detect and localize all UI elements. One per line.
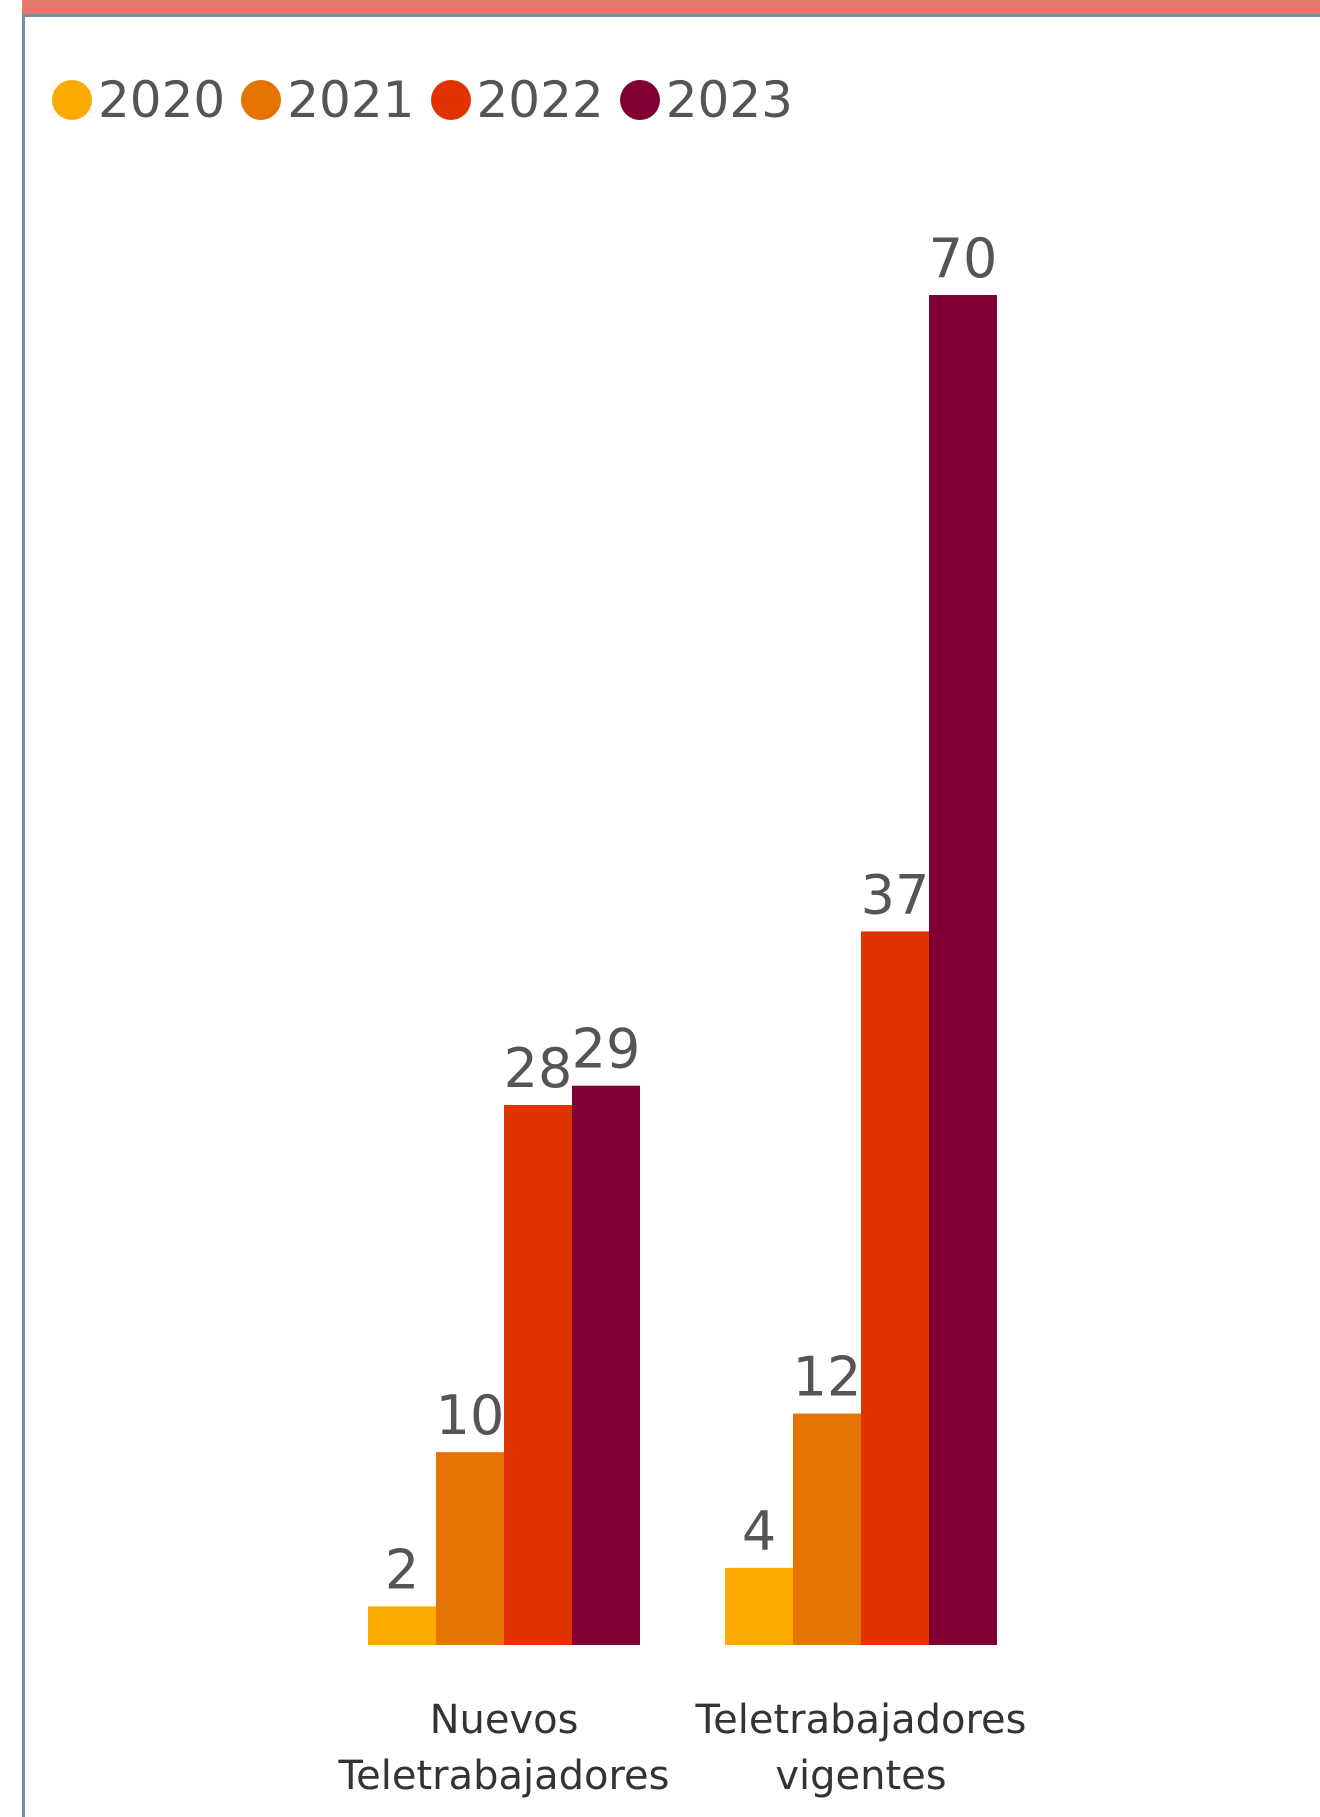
- bar-2023-cat1[interactable]: [929, 295, 997, 1645]
- legend-label-2020: 2020: [98, 71, 226, 129]
- data-label-2022-cat0: 28: [504, 1037, 573, 1100]
- bar-2021-cat1[interactable]: [793, 1413, 861, 1645]
- data-label-2020-cat1: 4: [742, 1500, 776, 1563]
- category-label-0-line1: Teletrabajadores: [337, 1753, 669, 1799]
- legend-marker-2021: [241, 80, 282, 120]
- legend-marker-2022: [430, 80, 471, 120]
- legend-label-2021: 2021: [287, 71, 415, 129]
- legend-label-2023: 2023: [665, 71, 793, 129]
- frame-left-rule: [22, 14, 25, 1817]
- bar-2020-cat1[interactable]: [725, 1567, 793, 1645]
- legend-marker-2023: [619, 80, 660, 120]
- bar-2022-cat0[interactable]: [504, 1105, 572, 1645]
- legend-item-2021[interactable]: 2021: [241, 71, 415, 129]
- bar-2020-cat0[interactable]: [368, 1606, 436, 1645]
- data-label-2021-cat0: 10: [436, 1384, 505, 1447]
- data-label-2022-cat1: 37: [861, 863, 930, 926]
- category-label-1-line0: Teletrabajadores: [694, 1697, 1026, 1743]
- category-label-1-line1: vigentes: [775, 1753, 946, 1799]
- frame-top-rule: [22, 14, 1320, 17]
- legend-item-2023[interactable]: 2023: [619, 71, 793, 129]
- category-label-0-line0: Nuevos: [430, 1697, 579, 1743]
- data-label-2023-cat1: 70: [929, 227, 998, 290]
- legend-item-2020[interactable]: 2020: [52, 72, 225, 128]
- frame-top-accent: [22, 0, 1320, 14]
- legend-item-2022[interactable]: 2022: [430, 71, 604, 129]
- legend-label-2022: 2022: [476, 71, 604, 129]
- bar-2021-cat0[interactable]: [436, 1452, 504, 1645]
- legend-marker-2020: [52, 80, 92, 120]
- category-label-0: Nuevos Teletrabajadores: [337, 1697, 669, 1799]
- data-label-2020-cat0: 2: [385, 1538, 419, 1601]
- bar-2022-cat1[interactable]: [861, 931, 929, 1645]
- bar-2023-cat0[interactable]: [572, 1085, 640, 1645]
- data-label-2023-cat0: 29: [572, 1018, 641, 1081]
- data-label-2021-cat1: 12: [793, 1346, 862, 1409]
- chart-legend: 2020 2021 2022 2023: [52, 72, 809, 128]
- category-label-1: Teletrabajadores vigentes: [694, 1697, 1026, 1799]
